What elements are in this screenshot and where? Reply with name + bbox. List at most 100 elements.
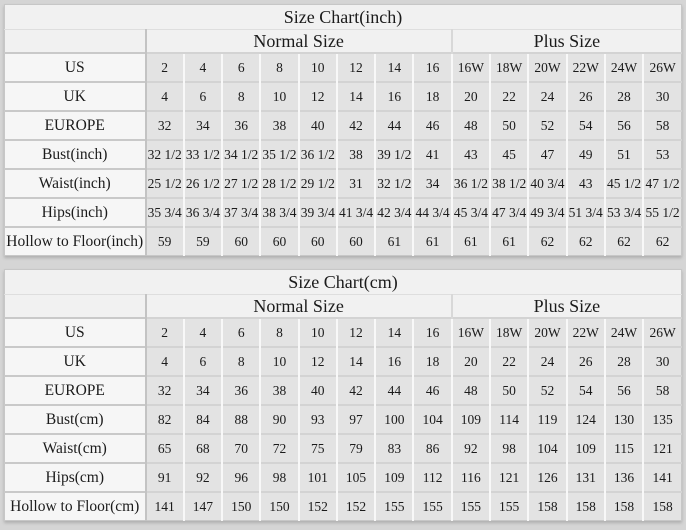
size-cell: 114 [489, 404, 529, 434]
size-cell: 131 [565, 462, 605, 492]
title-row: Size Chart(inch) [4, 4, 682, 30]
size-cell: 28 1/2 [259, 168, 299, 198]
size-cell: 97 [335, 404, 376, 434]
size-cell: 4 [182, 317, 223, 347]
size-cell: 26 [565, 346, 605, 376]
size-cell: 38 1/2 [489, 168, 529, 198]
size-cell: 30 [642, 81, 682, 111]
size-cell: 32 [144, 110, 184, 140]
size-cell: 14 [335, 346, 376, 376]
table-row: EUROPE 32 34 36 38 40 42 44 46 48 50 52 54 56 58 [4, 110, 682, 140]
size-cell: 100 [374, 404, 414, 434]
size-cell: 45 [489, 139, 529, 169]
size-cell: 70 [221, 433, 261, 463]
size-cell: 12 [335, 317, 376, 347]
size-cell: 22W [565, 52, 605, 82]
size-cell: 152 [297, 491, 337, 521]
size-cell: 18W [489, 317, 529, 347]
size-cell: 38 [259, 110, 299, 140]
table-title: Size Chart(cm) [4, 269, 682, 295]
size-cell: 12 [297, 81, 337, 111]
size-cell: 10 [259, 346, 299, 376]
table-row: Waist(inch) 25 1/2 26 1/2 27 1/2 28 1/2 29 1/… [4, 168, 682, 198]
size-cell: 126 [527, 462, 567, 492]
table-row: Waist(cm) 65 68 70 72 75 79 83 86 92 98 104 109 115 12… [4, 433, 682, 463]
size-cell: 61 [489, 226, 529, 256]
table-row: UK 4 6 8 10 12 14 16 18 20 22 24 26 28 30 [4, 81, 682, 111]
size-cell: 104 [412, 404, 452, 434]
group-header-plus: Plus Size [450, 294, 682, 318]
size-cell: 98 [259, 462, 299, 492]
size-cell: 14 [335, 81, 376, 111]
size-cell: 38 [335, 139, 376, 169]
size-cell: 6 [221, 317, 261, 347]
size-cell: 84 [182, 404, 223, 434]
size-cell: 61 [450, 226, 491, 256]
size-cell: 121 [489, 462, 529, 492]
row-label: Waist(cm) [4, 433, 147, 463]
size-cell: 2 [144, 317, 184, 347]
size-cell: 10 [297, 317, 337, 347]
size-cell: 62 [603, 226, 644, 256]
row-label: US [4, 317, 147, 347]
size-cell: 42 [335, 375, 376, 405]
size-cell: 59 [182, 226, 223, 256]
size-cell: 45 1/2 [603, 168, 644, 198]
size-cell: 44 [374, 110, 414, 140]
size-cell: 34 [182, 375, 223, 405]
row-label: UK [4, 346, 147, 376]
size-cell: 135 [642, 404, 682, 434]
size-cell: 58 [642, 110, 682, 140]
corner-cell [4, 294, 147, 318]
size-cell: 45 3/4 [450, 197, 491, 227]
size-chart-cm-section: Size Chart(cm) Normal Size Plus Size US 2 4 6 8… [4, 269, 682, 521]
size-cell: 16W [450, 52, 491, 82]
table-row: UK 4 6 8 10 12 14 16 18 20 22 24 26 28 30 [4, 346, 682, 376]
table-title: Size Chart(inch) [4, 4, 682, 30]
size-cell: 152 [335, 491, 376, 521]
size-cell: 75 [297, 433, 337, 463]
size-cell: 33 1/2 [182, 139, 223, 169]
size-cell: 54 [565, 375, 605, 405]
row-label: Bust(inch) [4, 139, 147, 169]
size-cell: 16 [412, 52, 452, 82]
size-cell: 16 [412, 317, 452, 347]
table-row: US 2 4 6 8 10 12 14 16 16W 18W 20W 22W 24W 26W [4, 317, 682, 347]
size-cell: 36 [221, 375, 261, 405]
size-cell: 30 [642, 346, 682, 376]
size-cell: 47 1/2 [642, 168, 682, 198]
size-cell: 141 [144, 491, 184, 521]
table-row: US 2 4 6 8 10 12 14 16 16W 18W 20W 22W 24W 26W [4, 52, 682, 82]
size-cell: 37 3/4 [221, 197, 261, 227]
size-cell: 28 [603, 81, 644, 111]
size-cell: 20W [527, 52, 567, 82]
size-cell: 83 [374, 433, 414, 463]
size-cell: 32 1/2 [374, 168, 414, 198]
size-cell: 56 [603, 110, 644, 140]
size-cell: 124 [565, 404, 605, 434]
size-cell: 18 [412, 81, 452, 111]
size-cell: 96 [221, 462, 261, 492]
size-cell: 52 [527, 110, 567, 140]
size-cell: 8 [259, 52, 299, 82]
size-cell: 88 [221, 404, 261, 434]
size-cell: 41 [412, 139, 452, 169]
size-cell: 72 [259, 433, 299, 463]
size-cell: 32 1/2 [144, 139, 184, 169]
size-cell: 79 [335, 433, 376, 463]
table-row: Hollow to Floor(inch) 59 59 60 60 60 60 61 61 61 6… [4, 226, 682, 256]
size-cell: 26W [642, 317, 682, 347]
group-header-normal: Normal Size [145, 29, 452, 53]
size-cell: 27 1/2 [221, 168, 261, 198]
size-cell: 10 [259, 81, 299, 111]
size-cell: 8 [221, 81, 261, 111]
title-row: Size Chart(cm) [4, 269, 682, 295]
size-cell: 50 [489, 375, 529, 405]
size-cell: 40 3/4 [527, 168, 567, 198]
group-header-row: Normal Size Plus Size [4, 29, 682, 53]
size-cell: 51 3/4 [565, 197, 605, 227]
size-cell: 92 [450, 433, 491, 463]
size-cell: 47 [527, 139, 567, 169]
size-cell: 20W [527, 317, 567, 347]
